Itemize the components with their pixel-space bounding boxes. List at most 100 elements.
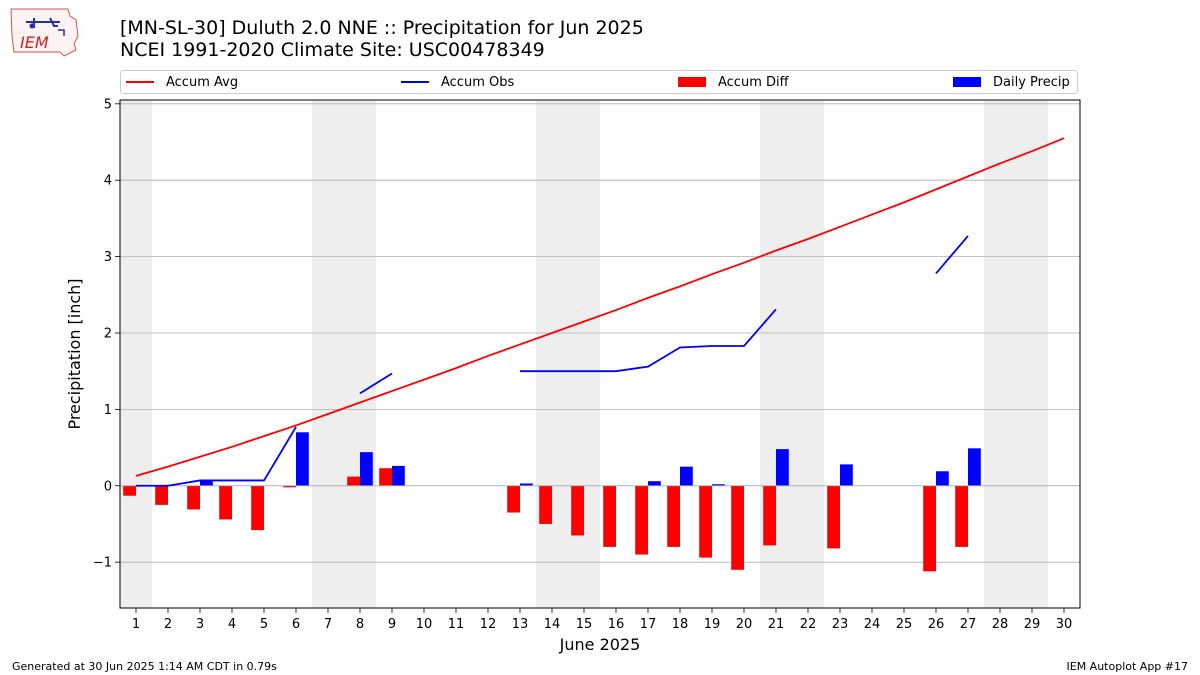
legend-item-accum-avg: Accum Avg (126, 73, 238, 91)
bar-accum-diff-day-19 (699, 485, 712, 558)
xtick-label-24: 24 (864, 617, 881, 632)
chart-title: [MN-SL-30] Duluth 2.0 NNE :: Precipitati… (120, 17, 644, 39)
weekend-shade-8 (344, 100, 376, 608)
weekend-shade-14 (536, 100, 568, 608)
legend-swatch-accum-diff (678, 77, 706, 87)
xtick-label-23: 23 (832, 617, 849, 632)
xtick-label-9: 9 (388, 617, 396, 632)
bar-accum-diff-day-13 (507, 485, 520, 513)
legend-swatch-accum-avg (126, 81, 154, 83)
bar-daily-precip-day-19 (712, 484, 725, 486)
bar-accum-diff-day-2 (155, 485, 168, 505)
bar-daily-precip-day-21 (776, 449, 789, 486)
footer-generated: Generated at 30 Jun 2025 1:14 AM CDT in … (12, 660, 277, 673)
xtick-label-11: 11 (448, 617, 465, 632)
bar-accum-diff-day-14 (539, 485, 552, 524)
bar-daily-precip-day-3 (200, 480, 213, 486)
legend-label-accum-diff: Accum Diff (718, 74, 789, 90)
ytick-label-3: 3 (104, 250, 112, 265)
bar-accum-diff-day-20 (731, 485, 744, 570)
iem-logo: IEM (10, 8, 79, 57)
bar-accum-diff-day-26 (923, 485, 936, 572)
xtick-label-1: 1 (132, 617, 140, 632)
legend-item-daily-precip: Daily Precip (953, 73, 1070, 91)
weekend-shade-7 (312, 100, 344, 608)
ytick-label--1: −1 (93, 556, 112, 571)
bar-accum-diff-day-27 (955, 485, 968, 547)
weekend-shade-29 (1016, 100, 1048, 608)
xtick-label-2: 2 (164, 617, 172, 632)
xtick-label-7: 7 (324, 617, 332, 632)
xtick-label-21: 21 (768, 617, 785, 632)
bar-accum-diff-day-4 (219, 485, 232, 520)
bar-accum-diff-day-16 (603, 485, 616, 547)
bar-accum-diff-day-18 (667, 485, 680, 547)
legend-item-accum-diff: Accum Diff (678, 73, 789, 91)
xtick-label-4: 4 (228, 617, 236, 632)
xtick-label-5: 5 (260, 617, 268, 632)
line-accum-obs-segment-2 (520, 308, 777, 373)
ytick-label-0: 0 (104, 479, 112, 494)
weekend-shade-1 (120, 100, 152, 608)
xtick-label-29: 29 (1024, 617, 1041, 632)
bar-daily-precip-day-9 (392, 465, 405, 486)
xtick-label-15: 15 (576, 617, 593, 632)
ytick-label-2: 2 (104, 326, 112, 341)
xtick-label-3: 3 (196, 617, 204, 632)
xtick-label-13: 13 (512, 617, 529, 632)
xtick-label-27: 27 (960, 617, 977, 632)
xtick-label-10: 10 (416, 617, 433, 632)
bar-daily-precip-day-6 (296, 432, 309, 486)
weekend-shade-28 (984, 100, 1016, 608)
bar-accum-diff-day-5 (251, 485, 264, 531)
bar-daily-precip-day-26 (936, 471, 949, 486)
weekend-shade-22 (792, 100, 824, 608)
xtick-label-19: 19 (704, 617, 721, 632)
xtick-label-14: 14 (544, 617, 561, 632)
legend-swatch-daily-precip (953, 77, 981, 87)
bar-daily-precip-day-23 (840, 464, 853, 486)
y-axis-label: Precipitation [inch] (65, 278, 84, 429)
xtick-label-20: 20 (736, 617, 753, 632)
chart-legend: Accum Avg Accum Obs Accum Diff Daily Pre… (120, 70, 1078, 94)
line-accum-obs-segment-1 (359, 372, 393, 395)
line-accum-avg-segment-0 (135, 137, 1065, 477)
bar-accum-diff-day-6 (283, 485, 296, 488)
bar-accum-diff-day-8 (347, 476, 360, 486)
footer-app: IEM Autoplot App #17 (1066, 660, 1189, 673)
line-accum-obs-segment-3 (935, 235, 969, 274)
bar-accum-diff-day-15 (571, 485, 584, 536)
ytick-label-4: 4 (104, 174, 112, 189)
bar-daily-precip-day-27 (968, 448, 981, 486)
ytick-label-5: 5 (104, 97, 112, 112)
legend-label-daily-precip: Daily Precip (993, 74, 1070, 90)
xtick-label-18: 18 (672, 617, 689, 632)
bar-accum-diff-day-21 (763, 485, 776, 546)
xtick-label-30: 30 (1056, 617, 1073, 632)
chart-subtitle: NCEI 1991-2020 Climate Site: USC00478349 (120, 39, 545, 61)
legend-label-accum-obs: Accum Obs (441, 74, 515, 90)
legend-label-accum-avg: Accum Avg (166, 74, 239, 90)
bar-daily-precip-day-18 (680, 466, 693, 486)
bar-daily-precip-day-17 (648, 481, 661, 486)
xtick-label-28: 28 (992, 617, 1009, 632)
line-accum-obs-segment-0 (136, 426, 297, 487)
legend-item-accum-obs: Accum Obs (401, 73, 514, 91)
bar-daily-precip-day-8 (360, 452, 373, 486)
plot-frame (119, 99, 1081, 609)
legend-swatch-accum-obs (401, 81, 429, 83)
bar-accum-diff-day-9 (379, 468, 392, 486)
xtick-label-22: 22 (800, 617, 817, 632)
xtick-label-26: 26 (928, 617, 945, 632)
bar-accum-diff-day-1 (123, 485, 136, 496)
xtick-label-25: 25 (896, 617, 913, 632)
ytick-label-1: 1 (104, 403, 112, 418)
xtick-label-17: 17 (640, 617, 657, 632)
xtick-label-8: 8 (356, 617, 364, 632)
bar-accum-diff-day-3 (187, 485, 200, 510)
xtick-label-16: 16 (608, 617, 625, 632)
xtick-label-12: 12 (480, 617, 497, 632)
bar-accum-diff-day-17 (635, 485, 648, 555)
x-axis-label: June 2025 (559, 635, 641, 654)
